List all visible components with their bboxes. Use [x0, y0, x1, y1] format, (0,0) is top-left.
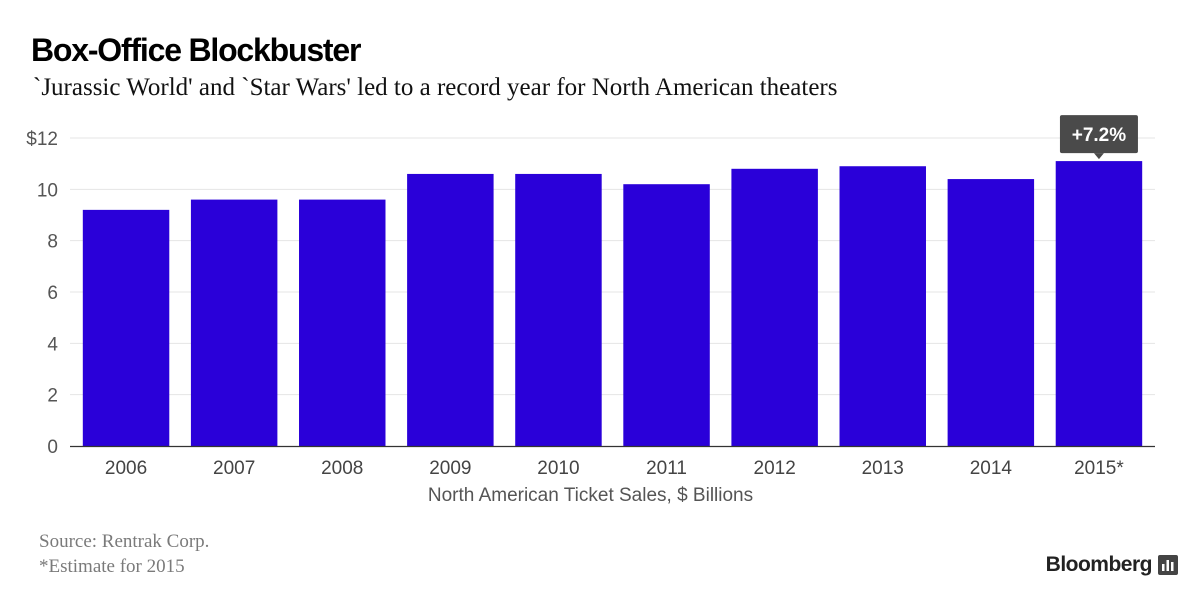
- x-tick-label: 2009: [429, 458, 471, 479]
- bar-2015: [1055, 161, 1143, 446]
- y-tick-label: 2: [47, 386, 58, 407]
- x-tick-label: 2011: [646, 458, 687, 479]
- bar-2011: [623, 184, 710, 446]
- annotation: +7.2%: [1059, 115, 1138, 160]
- bar-2010: [515, 173, 602, 446]
- brand-name: Bloomberg: [1045, 553, 1153, 576]
- x-axis-label: North American Ticket Sales, $ Billions: [428, 485, 753, 506]
- y-tick-label: 4: [47, 334, 58, 355]
- y-tick-label: 10: [37, 180, 58, 201]
- bar-2013: [839, 166, 926, 446]
- x-tick-label: 2012: [754, 458, 796, 479]
- y-tick-label: 0: [47, 437, 58, 458]
- chart-subtitle: `Jurassic World' and `Star Wars' led to …: [33, 74, 838, 101]
- bar-2014: [947, 179, 1035, 447]
- brand-logo: Bloomberg: [1046, 553, 1178, 577]
- x-tick-label: 2008: [321, 458, 363, 479]
- bar-2012: [731, 168, 818, 447]
- bar-2006: [82, 209, 170, 446]
- y-tick-label: 6: [47, 283, 58, 304]
- x-tick-label: 2013: [862, 458, 904, 479]
- bar-2007: [190, 199, 278, 446]
- x-tick-label: 2006: [105, 458, 147, 479]
- annotation-pointer: [1093, 153, 1104, 160]
- estimate-footnote: *Estimate for 2015: [39, 556, 185, 577]
- bar-2009: [407, 173, 494, 446]
- annotation-callout: +7.2%: [1059, 115, 1138, 160]
- source-note: Source: Rentrak Corp.: [39, 531, 210, 552]
- y-tick-label: 8: [47, 232, 58, 253]
- annotation-box: [1059, 115, 1138, 154]
- x-tick-label: 2007: [213, 458, 255, 479]
- bloomberg-terminal-icon: [1158, 555, 1178, 575]
- x-tick-labels: 2006 2007 2008 2009 2010 2011 2012 2013 2014 2015…: [105, 458, 1124, 479]
- x-tick-label: 2015*: [1074, 458, 1124, 479]
- bars: [82, 161, 1143, 447]
- annotation-text: +7.2%: [1072, 125, 1127, 146]
- x-tick-label: 2010: [537, 458, 579, 479]
- bar-2008: [299, 199, 386, 446]
- chart-title: Box-Office Blockbuster: [31, 32, 361, 68]
- y-tick-labels: 0 2 4 6 8 10 $12: [26, 129, 58, 458]
- y-tick-label: $12: [26, 129, 58, 150]
- x-tick-label: 2014: [970, 458, 1013, 479]
